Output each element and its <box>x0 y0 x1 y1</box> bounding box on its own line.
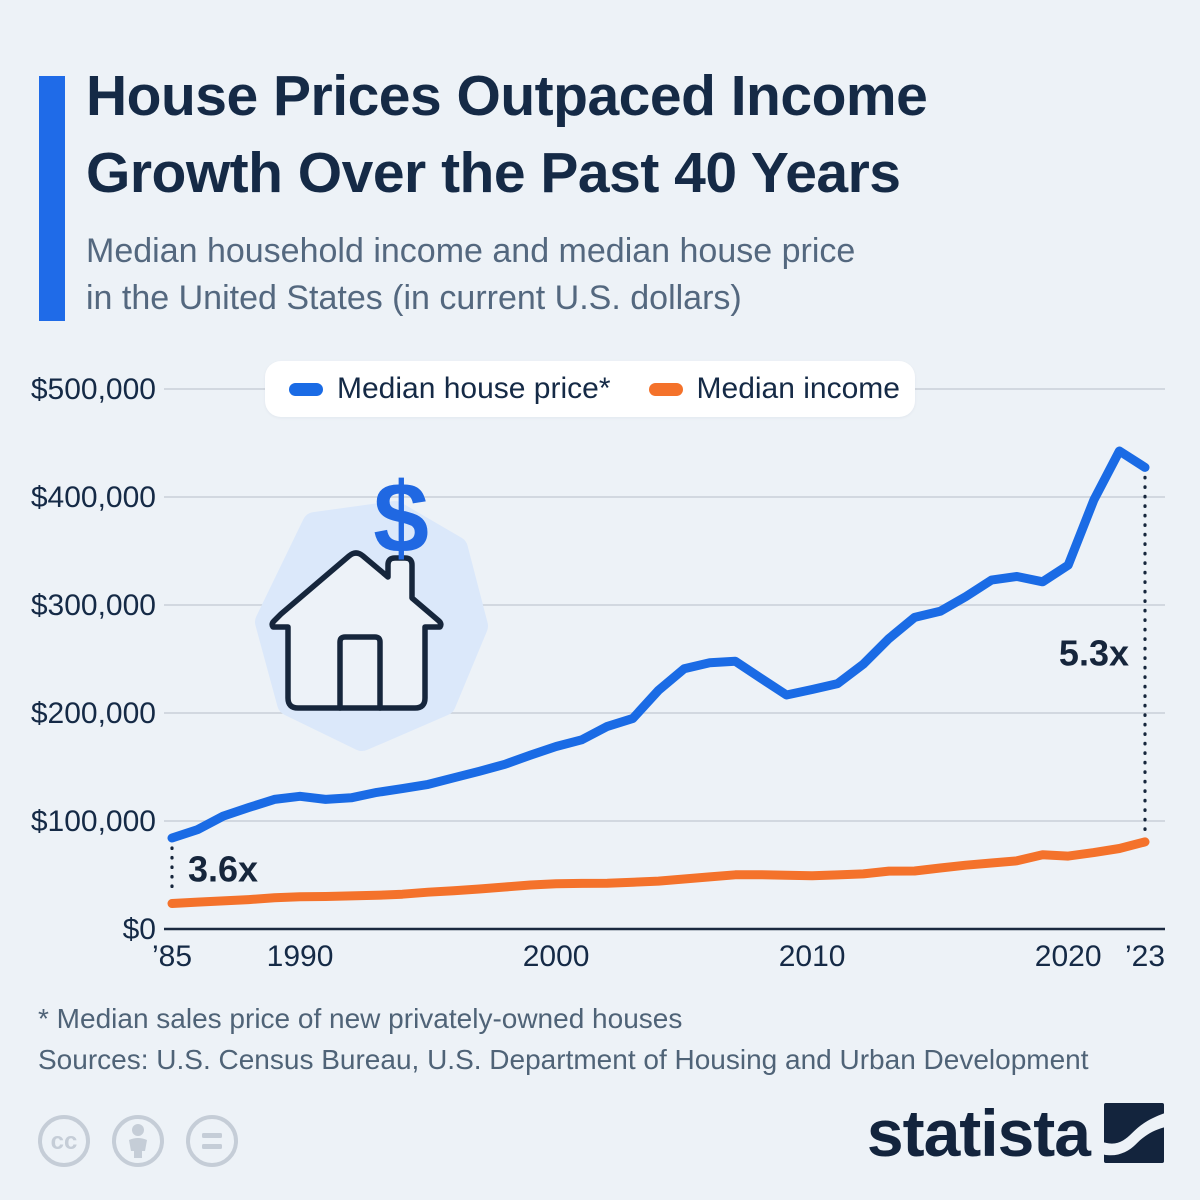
footnote-sources: Sources: U.S. Census Bureau, U.S. Depart… <box>38 1044 1089 1075</box>
cc-license-icons: cc <box>38 1115 238 1167</box>
legend: Median house price* Median income <box>265 361 915 417</box>
legend-label-house-price: Median house price* <box>337 372 611 405</box>
statista-wordmark: statista <box>866 1096 1091 1170</box>
statista-logo-icon <box>1104 1103 1164 1163</box>
y-axis-label: $200,000 <box>31 697 156 730</box>
branding: statista <box>867 1100 1164 1166</box>
y-axis-label: $0 <box>123 913 156 946</box>
cc-icon: cc <box>38 1115 90 1167</box>
house-door <box>337 634 383 711</box>
footnote: * Median sales price of new privately-ow… <box>38 998 1089 1080</box>
subtitle-line-1: Median household income and median house… <box>86 232 856 270</box>
ratio-label: 3.6x <box>188 849 258 890</box>
footnote-asterisk: * Median sales price of new privately-ow… <box>38 1003 683 1034</box>
attribution-icon <box>112 1115 164 1167</box>
house-icon <box>269 550 444 711</box>
x-axis-label: ’23 <box>1125 940 1165 973</box>
ratio-annotations: 3.6x 5.3x <box>170 475 1147 894</box>
subtitle: Median household income and median house… <box>86 228 855 322</box>
ratio-label: 5.3x <box>1059 633 1129 674</box>
x-axis-label: 1990 <box>267 940 334 973</box>
y-axis-label: $100,000 <box>31 805 156 838</box>
house-graphic: $ <box>255 462 488 751</box>
subtitle-line-2: in the United States (in current U.S. do… <box>86 279 742 317</box>
series-lines <box>167 446 1150 908</box>
svg-text:cc: cc <box>51 1128 78 1155</box>
title-line-2: Growth Over the Past 40 Years <box>86 141 901 205</box>
axis-labels: $0 $100,000 $200,000 $300,000 $400,000 $500,0… <box>31 373 1165 973</box>
dollar-icon: $ <box>373 462 429 574</box>
legend-item-income: Median income <box>648 372 900 406</box>
house-price-swatch <box>289 382 323 396</box>
income-swatch <box>648 382 683 396</box>
x-axis-label: ’85 <box>152 940 192 973</box>
title-accent-bar <box>39 76 65 321</box>
legend-label-income: Median income <box>696 372 900 405</box>
x-axis-label: 2020 <box>1035 940 1102 973</box>
title-line-1: House Prices Outpaced Income <box>86 64 928 128</box>
x-axis-label: 2000 <box>523 940 590 973</box>
page-title: House Prices Outpaced Income Growth Over… <box>86 58 928 212</box>
x-axis-label: 2010 <box>779 940 846 973</box>
series-line <box>167 446 1150 843</box>
series-line <box>167 837 1150 908</box>
legend-item-house-price: Median house price* <box>289 372 611 406</box>
y-axis-label: $300,000 <box>31 589 156 622</box>
no-derivatives-icon <box>186 1115 238 1167</box>
y-axis-label: $400,000 <box>31 481 156 514</box>
y-axis-label: $500,000 <box>31 373 156 406</box>
